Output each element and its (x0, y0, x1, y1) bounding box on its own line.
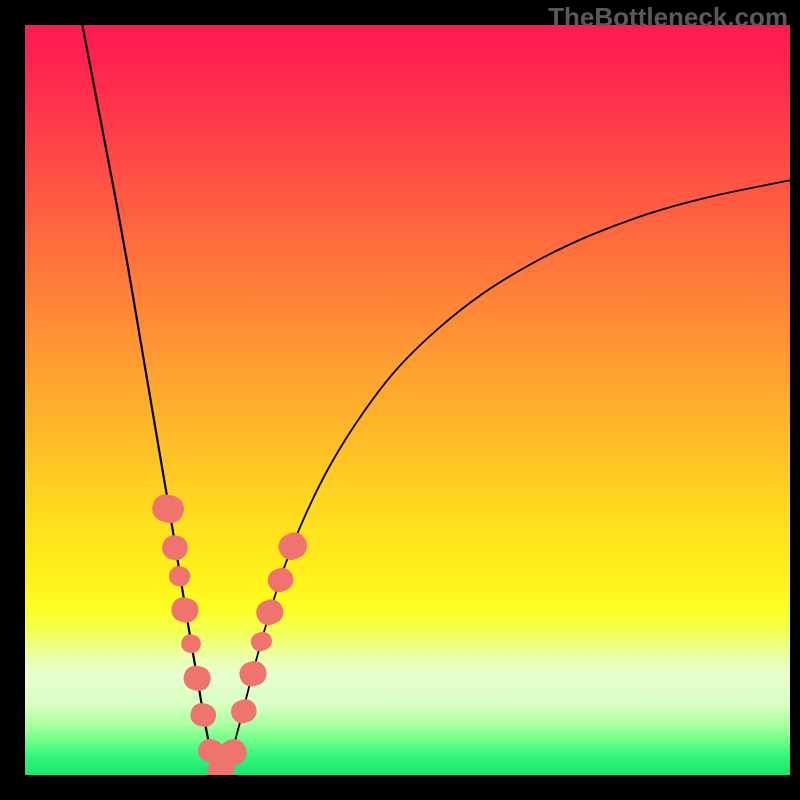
watermark-text: TheBottleneck.com (548, 2, 788, 33)
bottleneck-chart (0, 0, 800, 800)
chart-frame: TheBottleneck.com (0, 0, 800, 800)
